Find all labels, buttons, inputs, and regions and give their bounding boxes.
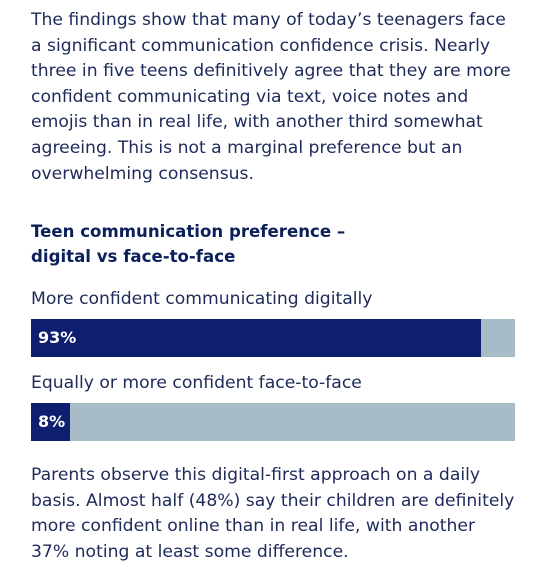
bar-track-digital: 93% [31, 319, 515, 358]
chart-title-line-1: Teen communication preference – [31, 222, 346, 242]
closing-paragraph: Parents observe this digital-first appro… [31, 465, 515, 562]
bar-value-label-digital: 93% [38, 328, 77, 348]
bar-fill-digital [31, 319, 482, 358]
bar-track-face-to-face: 8% [31, 403, 515, 442]
chart-title-line-2: digital vs face-to-face [31, 247, 236, 267]
bar-label-face-to-face: Equally or more confident face-to-face [31, 373, 362, 394]
bar-fill-face-to-face [31, 403, 70, 442]
bar-label-digital: More confident communicating digitally [31, 289, 373, 310]
intro-paragraph: The findings show that many of today’s t… [31, 10, 511, 184]
bar-value-label-face-to-face: 8% [38, 412, 66, 432]
article-body: The findings show that many of today’s t… [31, 8, 515, 566]
chart-title: Teen communication preference – digital … [31, 219, 515, 269]
